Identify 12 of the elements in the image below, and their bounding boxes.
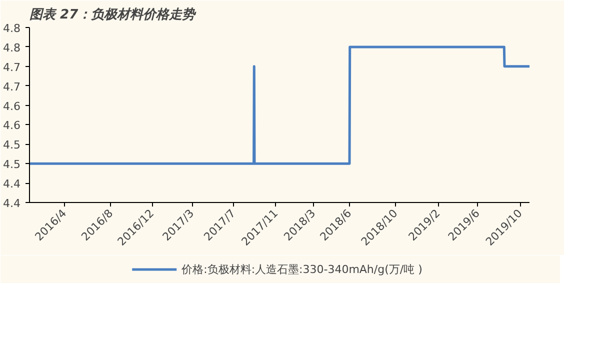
y-tick-label: 4.7 bbox=[3, 60, 21, 74]
y-tick-label: 4.4 bbox=[3, 178, 21, 191]
chart-title: 图表 27：负极材料价格走势 bbox=[30, 6, 198, 22]
y-tick-label: 4.5 bbox=[3, 158, 21, 172]
legend-label: 价格:负极材料:人造石墨:330-340mAh/g(万/吨 ) bbox=[182, 262, 422, 276]
y-tick-label: 4.7 bbox=[3, 80, 21, 94]
y-tick-label: 4.8 bbox=[3, 22, 21, 35]
y-tick-label: 4.4 bbox=[3, 197, 21, 210]
y-tick-label: 4.5 bbox=[3, 138, 21, 152]
y-tick-label: 4.6 bbox=[3, 119, 21, 132]
y-tick-label: 4.8 bbox=[3, 41, 21, 54]
y-tick-label: 4.6 bbox=[3, 100, 21, 113]
